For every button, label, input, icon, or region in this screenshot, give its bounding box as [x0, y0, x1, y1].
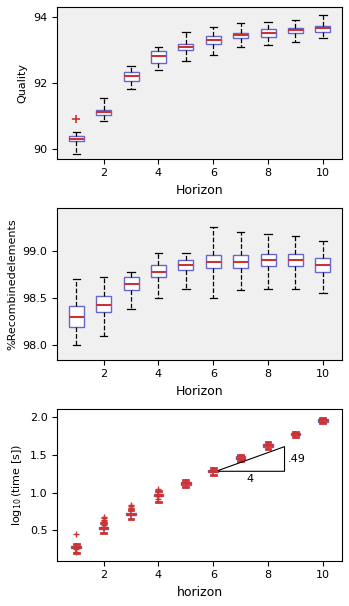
PathPatch shape	[72, 546, 81, 548]
PathPatch shape	[315, 26, 331, 32]
X-axis label: horizon: horizon	[177, 586, 223, 599]
PathPatch shape	[233, 255, 248, 268]
Text: .49: .49	[288, 454, 306, 464]
PathPatch shape	[206, 255, 221, 268]
PathPatch shape	[151, 265, 166, 277]
PathPatch shape	[69, 305, 84, 327]
PathPatch shape	[288, 28, 303, 33]
Y-axis label: Quality: Quality	[17, 63, 28, 103]
PathPatch shape	[126, 513, 136, 515]
PathPatch shape	[151, 51, 166, 63]
PathPatch shape	[96, 110, 111, 115]
PathPatch shape	[261, 29, 276, 36]
PathPatch shape	[178, 44, 193, 50]
PathPatch shape	[124, 277, 139, 290]
PathPatch shape	[154, 494, 163, 496]
PathPatch shape	[69, 136, 84, 141]
PathPatch shape	[178, 260, 193, 270]
X-axis label: Horizon: Horizon	[176, 385, 223, 398]
PathPatch shape	[233, 33, 248, 38]
PathPatch shape	[315, 258, 331, 271]
Y-axis label: %Recombinedelements: %Recombinedelements	[7, 218, 17, 350]
PathPatch shape	[291, 433, 300, 435]
X-axis label: Horizon: Horizon	[176, 184, 223, 197]
Text: 4: 4	[247, 474, 254, 484]
PathPatch shape	[261, 253, 276, 266]
PathPatch shape	[263, 444, 273, 447]
PathPatch shape	[124, 72, 139, 81]
PathPatch shape	[99, 527, 109, 529]
PathPatch shape	[96, 296, 111, 312]
Y-axis label: $\log_{10}$(time [s]): $\log_{10}$(time [s])	[10, 444, 24, 526]
PathPatch shape	[318, 419, 328, 422]
PathPatch shape	[208, 470, 218, 473]
PathPatch shape	[236, 456, 245, 459]
PathPatch shape	[206, 36, 221, 44]
PathPatch shape	[288, 253, 303, 266]
PathPatch shape	[181, 482, 191, 485]
